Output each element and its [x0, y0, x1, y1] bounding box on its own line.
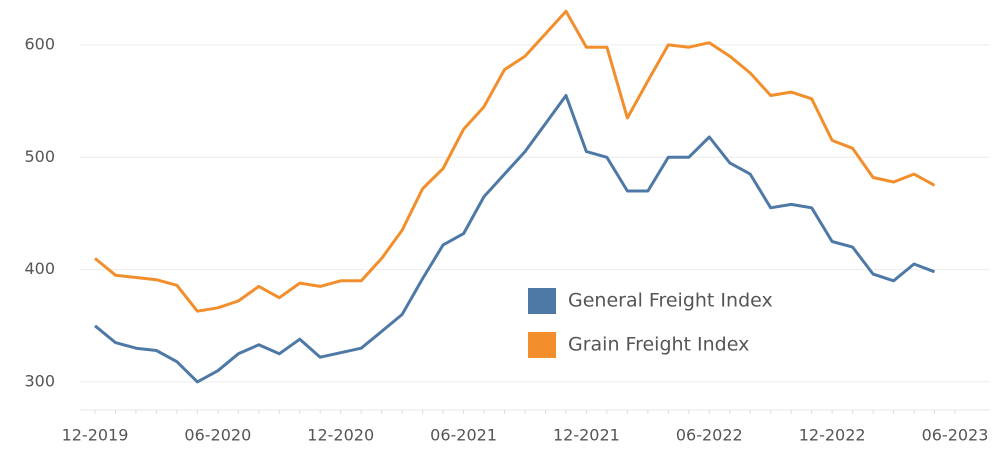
x-tick-label: 06-2023: [922, 426, 989, 445]
x-tick-label: 12-2019: [62, 426, 129, 445]
x-tick-label: 06-2021: [430, 426, 497, 445]
x-tick-label: 12-2020: [307, 426, 374, 445]
series-line: [94, 9, 936, 313]
series-line: [94, 94, 936, 384]
x-tick-label: 06-2020: [184, 426, 251, 445]
legend-swatch: [528, 332, 556, 358]
legend-label: General Freight Index: [568, 290, 773, 312]
x-tick-label: 06-2022: [676, 426, 743, 445]
y-tick-label: 500: [24, 147, 55, 166]
x-tick-label: 12-2021: [553, 426, 620, 445]
x-tick-label: 12-2022: [799, 426, 866, 445]
y-tick-label: 300: [24, 371, 55, 390]
y-tick-label: 400: [24, 259, 55, 278]
legend-swatch: [528, 288, 556, 314]
legend-label: Grain Freight Index: [568, 334, 749, 356]
y-tick-label: 600: [24, 34, 55, 53]
